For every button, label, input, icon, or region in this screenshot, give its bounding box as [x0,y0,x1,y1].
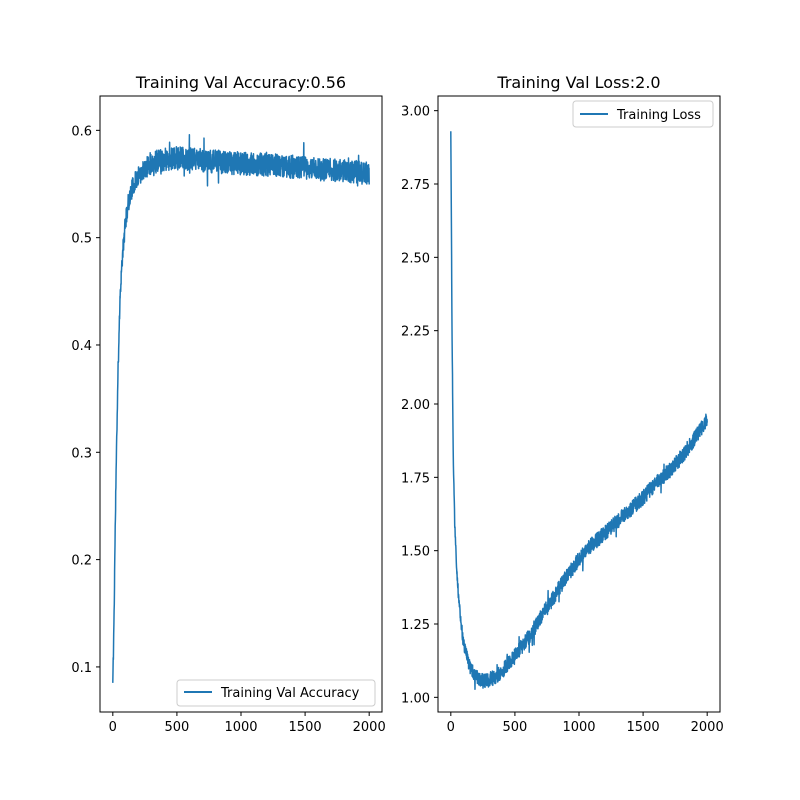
accuracy-y-tick-label: 0.1 [71,661,92,676]
accuracy-x-tick-label: 500 [164,720,189,735]
accuracy-y-tick-label: 0.2 [71,554,92,569]
accuracy-chart-series [112,133,370,683]
loss-chart-ticks: 0 500 1000 1500 2000 1.00 1.25 1.50 1.75 2.00 2.25… [401,105,724,735]
loss-y-tick-label: 1.50 [401,545,430,560]
loss-chart-legend: Training Loss [572,100,714,128]
loss-y-tick-label: 2.00 [401,398,430,413]
loss-y-tick-label: 2.25 [401,325,430,340]
accuracy-x-tick-label: 2000 [353,720,386,735]
loss-y-tick-label: 3.00 [401,105,430,120]
loss-x-tick-label: 1500 [627,720,660,735]
loss-chart-frame [437,95,721,713]
loss-x-tick-label: 2000 [691,720,724,735]
accuracy-legend-label: Training Val Accuracy [220,686,360,701]
accuracy-chart: Training Val Accuracy:0.56 0 500 1000 1500 2… [71,73,385,735]
accuracy-series-line [112,133,370,683]
loss-x-tick-label: 1000 [562,720,595,735]
loss-legend-box [572,100,714,128]
accuracy-x-tick-label: 1000 [224,720,257,735]
accuracy-chart-legend: Training Val Accuracy [176,679,376,707]
loss-series-line [450,131,708,691]
accuracy-legend-box [176,679,376,707]
accuracy-chart-ticks: 0 500 1000 1500 2000 0.1 0.2 0.3 0.4 0.5 0.6 [71,124,385,735]
accuracy-x-tick-label: 0 [109,720,117,735]
loss-y-tick-label: 1.00 [401,691,430,706]
loss-legend-label: Training Loss [616,108,701,123]
loss-y-tick-label: 2.50 [401,251,430,266]
accuracy-y-tick-label: 0.6 [71,124,92,139]
loss-x-tick-label: 0 [447,720,455,735]
loss-y-tick-label: 2.75 [401,178,430,193]
loss-y-tick-label: 1.25 [401,618,430,633]
loss-chart: Training Val Loss:2.0 0 500 1000 1500 2000 1.… [401,73,724,735]
accuracy-y-tick-label: 0.3 [71,446,92,461]
loss-chart-series [450,131,708,691]
accuracy-y-tick-label: 0.4 [71,339,92,354]
loss-chart-title: Training Val Loss:2.0 [496,73,660,92]
loss-y-tick-label: 1.75 [401,471,430,486]
accuracy-x-tick-label: 1500 [289,720,322,735]
loss-x-tick-label: 500 [502,720,527,735]
accuracy-y-tick-label: 0.5 [71,232,92,247]
accuracy-chart-frame [99,95,383,713]
accuracy-chart-title: Training Val Accuracy:0.56 [135,73,346,92]
